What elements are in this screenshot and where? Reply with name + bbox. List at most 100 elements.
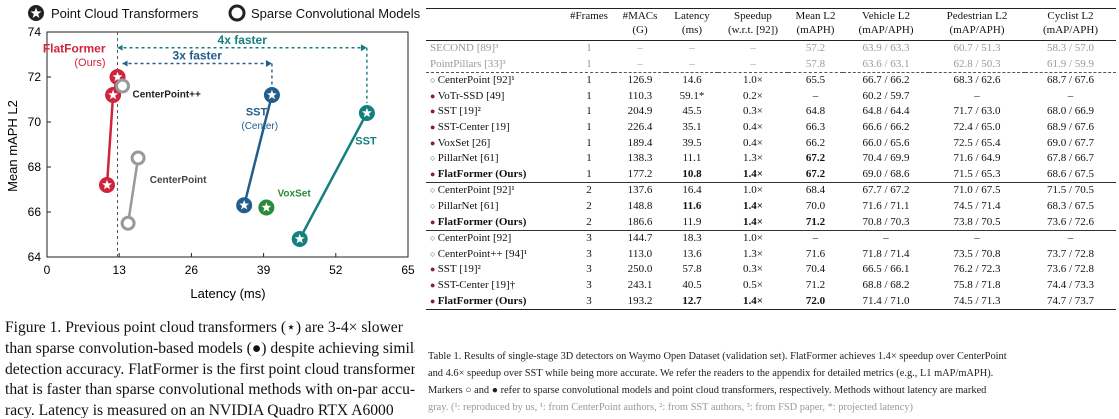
cell-lat: 10.8 bbox=[682, 167, 702, 180]
cell-ped: 62.8 / 50.3 bbox=[953, 57, 1001, 70]
cell-veh: 68.8 / 68.2 bbox=[862, 278, 910, 291]
cell-lat: 11.9 bbox=[682, 215, 702, 228]
cell-macs: 177.2 bbox=[627, 167, 653, 180]
figure-caption: Figure 1. Previous point cloud transform… bbox=[5, 318, 415, 418]
cell-macs: 186.6 bbox=[627, 215, 653, 228]
method-name: ● SST-Center [19]† bbox=[426, 278, 564, 294]
cell-frames: 3 bbox=[586, 232, 592, 245]
cell-cyc: 68.0 / 66.9 bbox=[1046, 105, 1095, 118]
cell-frames: 1 bbox=[586, 152, 592, 165]
cell-veh: – bbox=[883, 232, 889, 245]
table-row: ○ CenterPoint++ [94]¹ 3 113.0 13.6 1.3× 71.6 7… bbox=[426, 247, 1116, 263]
cell-lat: 57.8 bbox=[682, 263, 702, 276]
table-header: #Frames #MACs (G) Latency (ms) Speedup (w.r.t… bbox=[426, 8, 1116, 41]
cell-mean: 67.2 bbox=[805, 167, 826, 180]
method-label: CenterPoint [92] bbox=[437, 232, 512, 245]
series-centerpoint bbox=[120, 150, 146, 231]
cell-speed: 1.4× bbox=[742, 215, 764, 228]
col-header-line1: Mean L2 bbox=[795, 10, 836, 22]
cell-mean: 70.4 bbox=[805, 263, 826, 276]
table-row: ○ CenterPoint [92]¹ 1 126.9 14.6 1.0× 65.5 66.… bbox=[426, 73, 1116, 89]
cell-macs: – bbox=[637, 42, 643, 54]
table-row: ○ CenterPoint [92] 3 144.7 18.3 1.0× – – – – bbox=[426, 231, 1116, 247]
table-group-2: ○ CenterPoint [92]¹ 1 126.9 14.6 1.0× 65.5 66.… bbox=[426, 72, 1116, 183]
cell-cyc: 74.4 / 73.3 bbox=[1046, 278, 1095, 291]
label-flatformer: FlatFormer bbox=[43, 41, 106, 55]
x-tick-label: 0 bbox=[44, 263, 51, 277]
cell-ped: 74.5 / 71.3 bbox=[953, 294, 1001, 307]
method-label: CenterPoint [92]¹ bbox=[437, 184, 515, 197]
filled-circle-icon: ● bbox=[430, 121, 438, 132]
x-axis-label: Latency (ms) bbox=[190, 286, 265, 301]
cell-macs: – bbox=[637, 57, 643, 70]
filled-circle-icon: ● bbox=[430, 106, 438, 117]
cell-lat: 13.6 bbox=[682, 247, 702, 260]
cell-frames: 3 bbox=[586, 294, 592, 307]
col-header-line2: (mAP/APH) bbox=[1042, 24, 1098, 36]
cell-veh: 66.0 / 65.6 bbox=[862, 136, 910, 149]
method-name: ○ CenterPoint++ [94]¹ bbox=[426, 247, 564, 263]
table-group-1: SECOND [89]³ 1 – – – 57.2 63.9 / 63.3 60.7 / 51… bbox=[426, 41, 1116, 73]
cell-speed: – bbox=[750, 42, 756, 54]
cell-speed: 1.0× bbox=[743, 74, 763, 87]
cell-mean: 72.0 bbox=[805, 294, 826, 307]
col-header-line1: Pedestrian L2 bbox=[946, 10, 1008, 22]
x-tick-label: 65 bbox=[401, 263, 415, 277]
col-header-4: Speedup (w.r.t. [92]) bbox=[718, 9, 788, 41]
col-header-line1: Vehicle L2 bbox=[862, 10, 910, 22]
cell-mean: 66.2 bbox=[805, 136, 826, 149]
cell-veh: 63.9 / 63.3 bbox=[862, 42, 910, 54]
cell-macs: 144.7 bbox=[627, 232, 653, 245]
cell-macs: 243.1 bbox=[627, 278, 653, 291]
cell-macs: 204.9 bbox=[627, 105, 653, 118]
col-header-1: #Frames bbox=[564, 9, 614, 41]
cell-macs: 126.9 bbox=[627, 74, 653, 87]
table-group-3: ○ CenterPoint [92]¹ 2 137.6 16.4 1.0× 68.4 67.… bbox=[426, 182, 1116, 231]
cell-ped: 72.5 / 65.4 bbox=[953, 136, 1001, 149]
legend-star-icon bbox=[28, 5, 44, 21]
cell-ped: – bbox=[974, 232, 980, 245]
results-table-wrap: #Frames #MACs (G) Latency (ms) Speedup (w.r.t… bbox=[426, 8, 1116, 310]
cell-macs: 148.8 bbox=[627, 199, 653, 212]
cell-ped: 73.8 / 70.5 bbox=[953, 215, 1001, 228]
cell-speed: 1.3× bbox=[743, 152, 763, 165]
star-marker bbox=[358, 105, 375, 121]
cell-cyc: 69.0 / 67.7 bbox=[1046, 136, 1095, 149]
cell-veh: 69.0 / 68.6 bbox=[862, 167, 910, 180]
series-flatformer bbox=[98, 69, 126, 193]
cell-cyc: 58.3 / 57.0 bbox=[1046, 42, 1095, 54]
col-header-8: Cyclist L2 (mAP/APH) bbox=[1025, 9, 1116, 41]
results-table: #Frames #MACs (G) Latency (ms) Speedup (w.r.t… bbox=[426, 8, 1116, 310]
legend-label-transformers: Point Cloud Transformers bbox=[51, 6, 199, 21]
cell-ped: 73.5 / 70.8 bbox=[953, 247, 1001, 260]
method-name: ○ CenterPoint [92]¹ bbox=[426, 73, 564, 89]
col-header-3: Latency (ms) bbox=[666, 9, 718, 41]
hollow-circle-icon: ○ bbox=[430, 200, 438, 211]
legend-label-sparse-conv: Sparse Convolutional Models bbox=[251, 6, 420, 21]
cell-veh: 70.4 / 69.9 bbox=[862, 152, 910, 165]
col-header-line1: #MACs bbox=[622, 10, 658, 22]
series-line bbox=[242, 94, 274, 206]
cell-frames: 1 bbox=[586, 89, 592, 102]
caption-line-3: detection accuracy. FlatFormer is the fi… bbox=[5, 360, 415, 378]
filled-circle-icon: ● bbox=[430, 137, 438, 148]
table-row: ● SST [19]² 1 204.9 45.5 0.3× 64.8 64.8 / 64.4… bbox=[426, 104, 1116, 120]
cell-speed: 0.2× bbox=[743, 89, 763, 102]
cell-cyc: – bbox=[1067, 89, 1074, 102]
caption-line-5: racy. Latency is measured on an NVIDIA Q… bbox=[5, 402, 394, 418]
y-tick-label: 70 bbox=[28, 115, 42, 129]
cell-frames: 1 bbox=[586, 167, 592, 180]
method-label: FlatFormer (Ours) bbox=[437, 215, 527, 228]
cell-mean: 57.8 bbox=[805, 57, 826, 70]
cell-cyc: 61.9 / 59.9 bbox=[1046, 57, 1095, 70]
table-caption: Table 1. Results of single-stage 3D dete… bbox=[428, 348, 1116, 416]
cell-lat: 18.3 bbox=[682, 232, 702, 245]
table-row: SECOND [89]³ 1 – – – 57.2 63.9 / 63.3 60.7 / 51… bbox=[426, 41, 1116, 57]
table-caption-line-2: and 4.6× speedup over SST while being mo… bbox=[428, 368, 994, 379]
scatter-chart: Point Cloud Transformers Sparse Convolut… bbox=[5, 4, 420, 301]
col-header-line2: (w.r.t. [92]) bbox=[728, 24, 778, 36]
col-header-line2: (G) bbox=[632, 24, 648, 36]
cell-veh: 67.7 / 67.2 bbox=[862, 184, 910, 197]
table-row: ● VoTr-SSD [49] 1 110.3 59.1* 0.2× – 60.2 / 59… bbox=[426, 89, 1116, 105]
legend-circle-icon bbox=[228, 4, 246, 22]
